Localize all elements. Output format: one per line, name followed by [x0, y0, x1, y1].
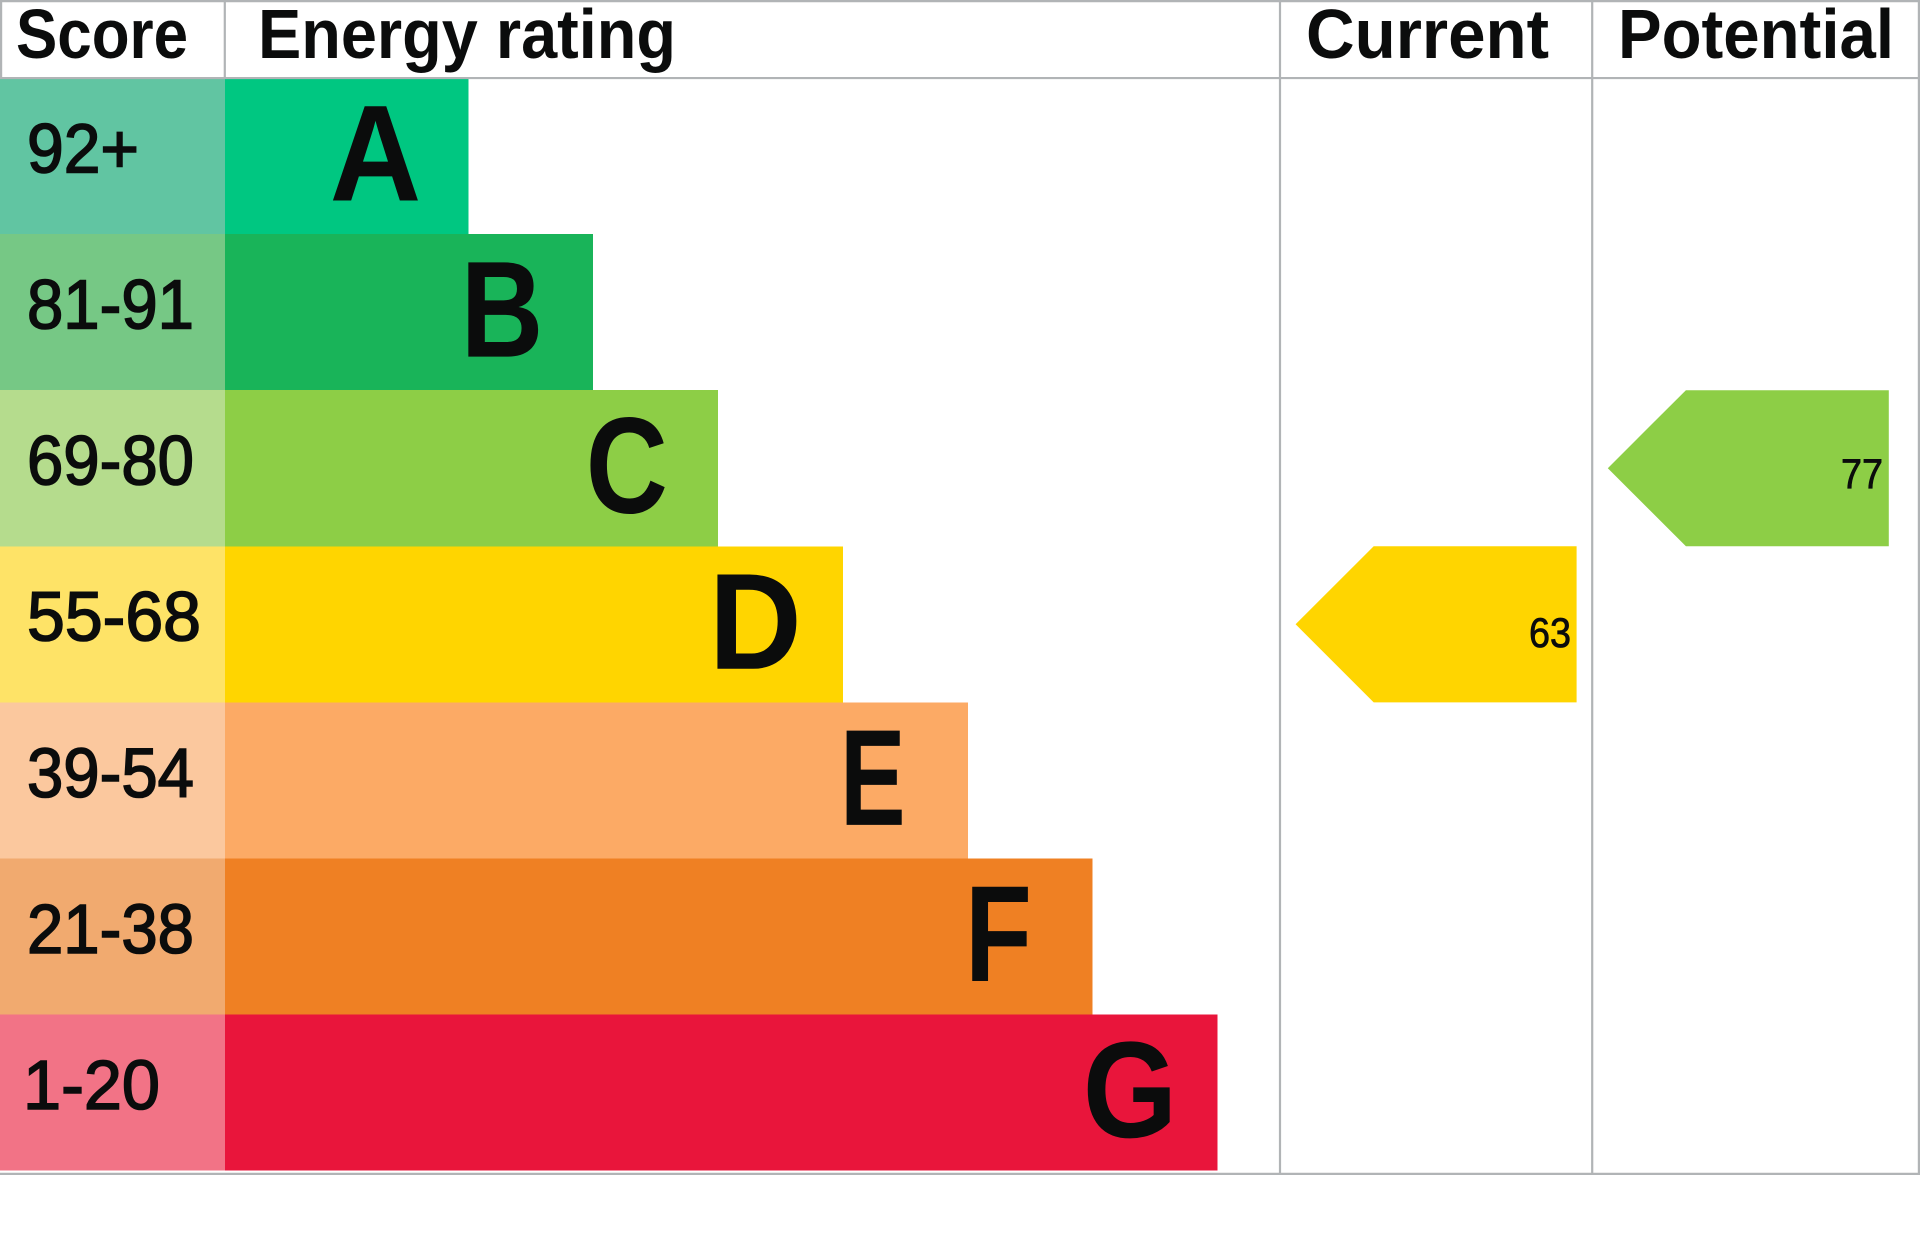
- svg-text:1-20: 1-20: [23, 1046, 160, 1124]
- svg-text:Energy rating: Energy rating: [258, 0, 676, 73]
- svg-text:63: 63: [1529, 609, 1571, 656]
- svg-text:81-91: 81-91: [27, 266, 194, 344]
- svg-text:69-80: 69-80: [27, 422, 194, 500]
- svg-text:G: G: [1083, 1014, 1177, 1167]
- svg-text:55-68: 55-68: [27, 578, 201, 656]
- svg-text:21-38: 21-38: [27, 890, 194, 968]
- svg-text:A: A: [330, 78, 422, 231]
- svg-text:Score: Score: [16, 0, 188, 73]
- svg-text:77: 77: [1841, 450, 1883, 497]
- svg-text:39-54: 39-54: [27, 734, 194, 812]
- svg-text:B: B: [461, 234, 544, 387]
- svg-text:D: D: [709, 546, 802, 699]
- svg-text:F: F: [965, 858, 1032, 1011]
- svg-text:92+: 92+: [27, 109, 139, 187]
- svg-text:C: C: [586, 390, 668, 543]
- svg-text:Current: Current: [1306, 0, 1549, 73]
- svg-text:Potential: Potential: [1618, 0, 1894, 73]
- svg-text:E: E: [840, 702, 906, 855]
